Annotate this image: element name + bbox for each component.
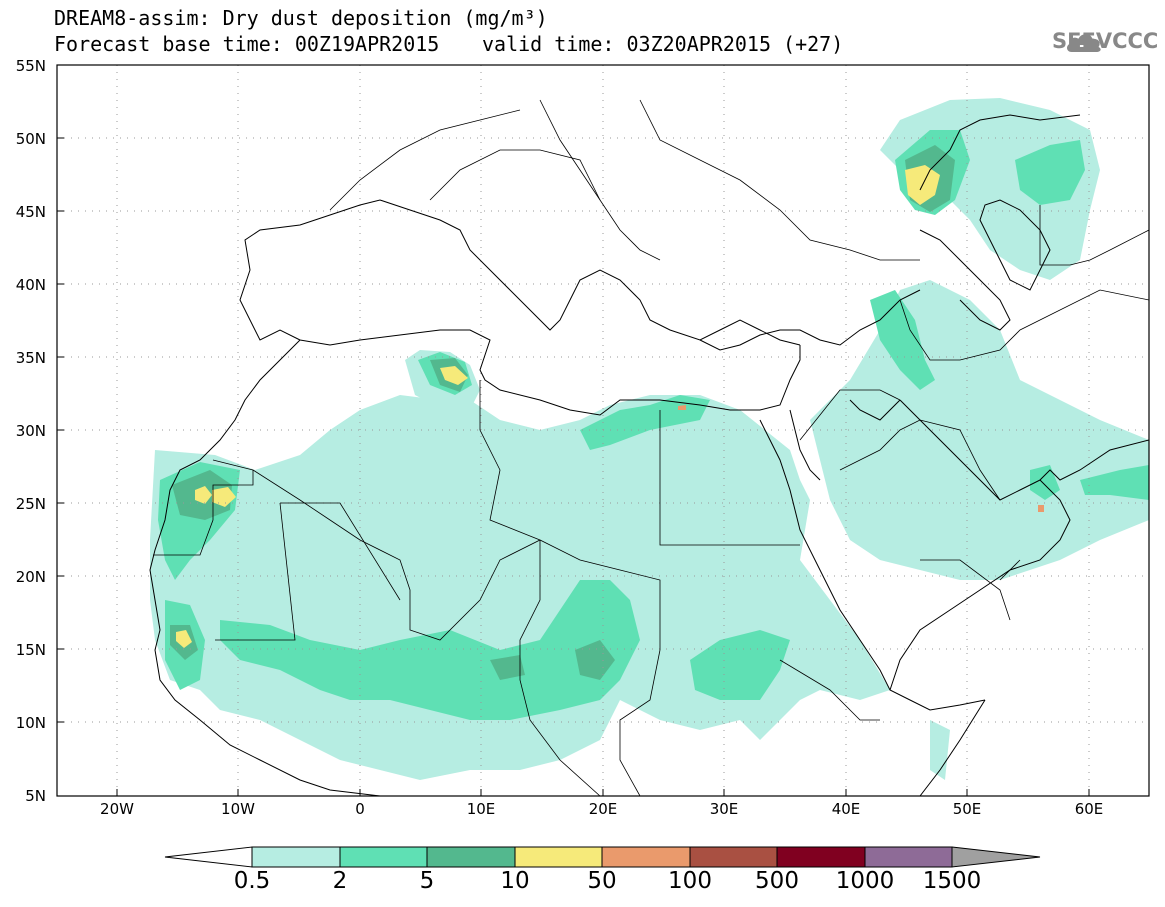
lon-label: 60E [1074, 800, 1104, 818]
graticule [57, 65, 1149, 796]
colorbar-label: 5 [419, 868, 435, 894]
lat-label: 30N [15, 422, 46, 440]
colorbar-over-arrow [951, 846, 1041, 868]
colorbar-label: 10 [500, 868, 530, 894]
colorbar-label: 100 [668, 868, 712, 894]
lon-label: 40E [831, 800, 861, 818]
deposition-level-50 [678, 405, 1044, 512]
valid-time: valid time: 03Z20APR2015 (+27) [482, 32, 844, 56]
lat-label: 15N [15, 641, 46, 659]
lon-label: 20W [100, 800, 134, 818]
lon-label: 30E [709, 800, 739, 818]
colorbar-swatch-4 [601, 846, 691, 868]
colorbar-label: 0.5 [233, 868, 271, 894]
lon-label: 0 [355, 800, 365, 818]
deposition-level-10 [176, 165, 940, 648]
lon-label: 20E [588, 800, 618, 818]
country-borders [153, 99, 1149, 796]
lon-label: 10E [466, 800, 496, 818]
lat-label: 35N [15, 349, 46, 367]
lat-label: 45N [15, 203, 46, 221]
colorbar-label: 500 [755, 868, 799, 894]
colorbar-swatch-7 [864, 846, 953, 868]
lat-label: 55N [15, 57, 46, 75]
logo-text: SEEVCCC [1052, 29, 1159, 53]
map-title: DREAM8-assim: Dry dust deposition (mg/m³… [54, 6, 548, 30]
lat-label: 20N [15, 568, 46, 586]
lon-label: 50E [952, 800, 982, 818]
lat-label: 10N [15, 714, 46, 732]
colorbar-swatch-1 [339, 846, 428, 868]
colorbar-swatch-2 [426, 846, 516, 868]
lat-label: 50N [15, 130, 46, 148]
colorbar-label: 1500 [922, 868, 982, 894]
forecast-base-time: Forecast base time: 00Z19APR2015 [54, 32, 440, 56]
lat-label: 40N [15, 276, 46, 294]
colorbar-label: 50 [587, 868, 617, 894]
colorbar-swatch-0 [251, 846, 341, 868]
colorbar-label: 2 [332, 868, 348, 894]
lon-label: 10W [221, 800, 255, 818]
lat-label: 25N [15, 495, 46, 513]
colorbar-under-arrow [164, 846, 253, 868]
lat-label: 5N [25, 787, 46, 805]
colorbar-label: 1000 [835, 868, 895, 894]
cloud-logo-icon [1067, 34, 1101, 52]
colorbar-swatch-6 [776, 846, 866, 868]
colorbar-swatch-5 [689, 846, 778, 868]
colorbar-swatch-3 [514, 846, 603, 868]
deposition-level-2 [158, 130, 1149, 720]
coastlines [149, 114, 1149, 796]
colorbar [164, 846, 1041, 868]
